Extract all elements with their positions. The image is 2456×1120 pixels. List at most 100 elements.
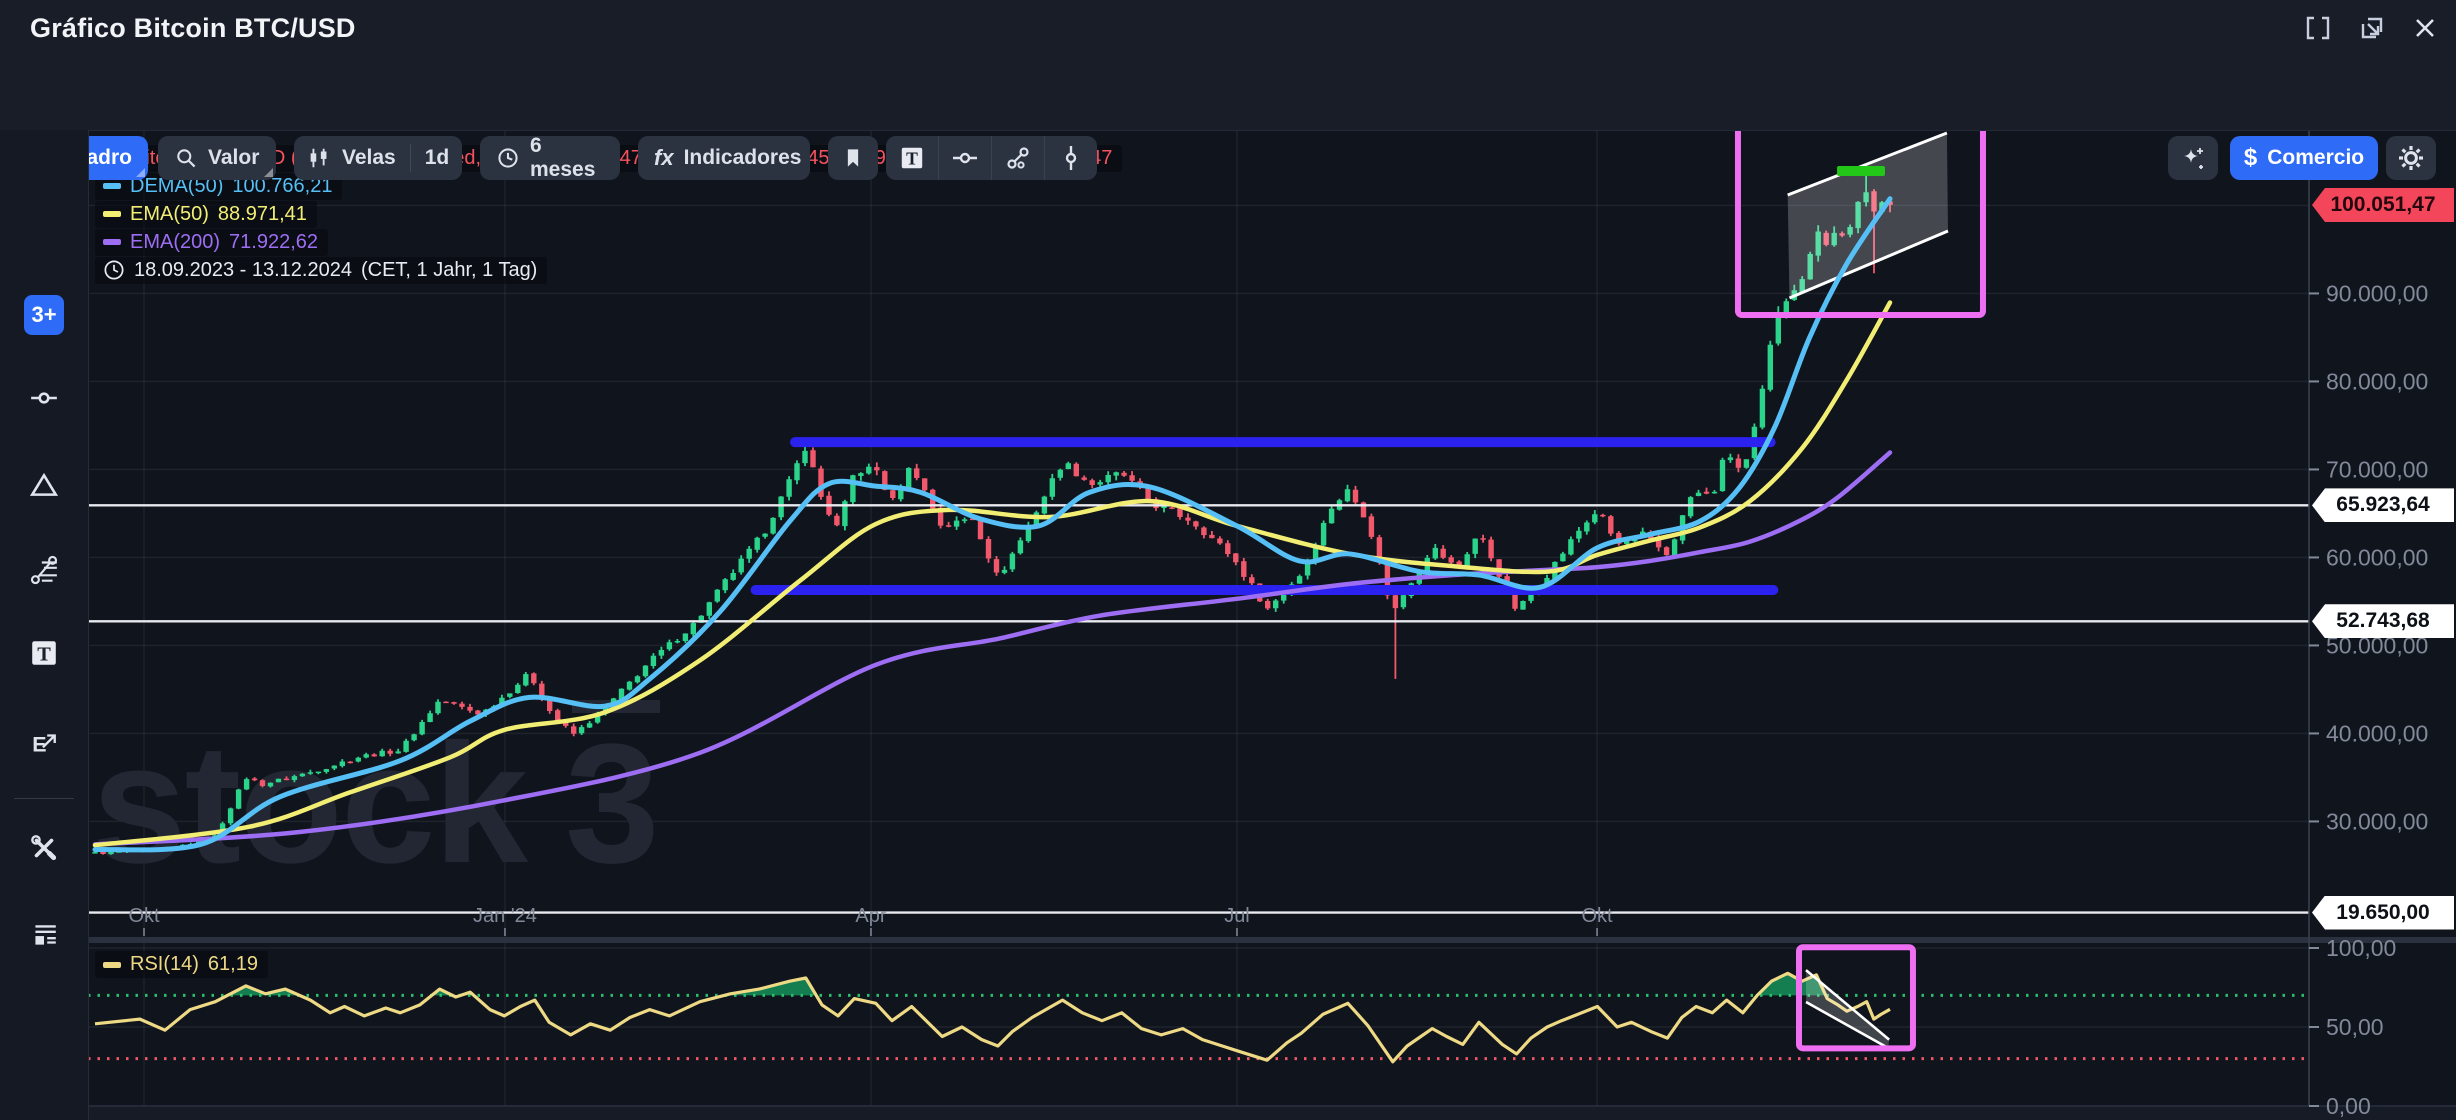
symbol-search-label: Valor (208, 146, 259, 170)
triangle-icon (29, 470, 59, 500)
svg-text:0,00: 0,00 (2326, 1093, 2371, 1119)
last-price-tag: 100.051,47 (2312, 188, 2454, 222)
chart-toolbar: cuadro Valor Velas 1d 6 meses fx Indicad… (0, 56, 2456, 131)
svg-text:100,00: 100,00 (2326, 935, 2396, 961)
candles-icon (306, 145, 332, 171)
sidebar-tools[interactable] (0, 820, 88, 876)
trade-button[interactable]: $ Comercio (2230, 136, 2378, 180)
svg-text:50,00: 50,00 (2326, 1014, 2384, 1040)
overlay-value: 71.922,62 (229, 231, 318, 254)
search-icon (174, 146, 198, 170)
trend-lines-icon (29, 555, 59, 585)
candle-type-label: Velas (342, 146, 396, 170)
window-header: Gráfico Bitcoin BTC/USD (0, 0, 2456, 56)
stock3-logo-icon: 3+ (24, 295, 64, 335)
svg-text:80.000,00: 80.000,00 (2326, 368, 2428, 394)
fullscreen-icon[interactable] (2304, 14, 2332, 42)
price-level-tag: 19.650,00 (2312, 896, 2454, 930)
clock-icon (103, 259, 125, 281)
pane-divider[interactable] (88, 937, 2456, 943)
sidebar-logo[interactable]: 3+ (0, 287, 88, 343)
rsi-legend-row[interactable]: RSI(14) 61,19 (95, 951, 268, 978)
horizontal-line-tool-button[interactable] (939, 136, 992, 180)
price-channel[interactable] (1788, 133, 1948, 298)
date-meta: (CET, 1 Jahr, 1 Tag) (361, 259, 537, 282)
rsi-label: RSI(14) (130, 953, 199, 976)
rsi-value: 61,19 (208, 953, 258, 976)
vertical-line-icon (1057, 144, 1085, 172)
page-title: Gráfico Bitcoin BTC/USD (30, 13, 356, 44)
svg-text:Okt: Okt (128, 905, 160, 927)
gear-icon (2397, 144, 2425, 172)
drawing-tools-group: T (886, 136, 1097, 180)
ema50-swatch (103, 211, 121, 217)
svg-text:60.000,00: 60.000,00 (2326, 544, 2428, 570)
sparkles-icon (2180, 145, 2206, 171)
svg-text:40.000,00: 40.000,00 (2326, 720, 2428, 746)
ema200-swatch (103, 239, 121, 245)
app-window: { "header": { "title": "Gráfico Bitcoin … (0, 0, 2456, 1120)
range-button[interactable]: 6 meses (480, 136, 620, 180)
clock-icon (496, 146, 520, 170)
indicators-label: Indicadores (684, 146, 802, 170)
sidebar-horizontal-line-tool[interactable] (0, 370, 88, 426)
elliott-wave-icon: E (29, 728, 59, 758)
overlay-label: EMA(50) (130, 203, 209, 226)
dema-swatch (103, 183, 121, 189)
text-tool-icon: T (899, 145, 925, 171)
rsi-channel[interactable] (1806, 970, 1889, 1048)
overlay-legend-row[interactable]: EMA(50) 88.971,41 (95, 201, 317, 228)
svg-text:T: T (906, 149, 918, 169)
sidebar-layout[interactable] (0, 907, 88, 963)
sidebar-divider (14, 798, 74, 799)
overlay-value: 88.971,41 (218, 203, 307, 226)
svg-text:Apr: Apr (855, 905, 886, 927)
date-range: 18.09.2023 - 13.12.2024 (134, 259, 352, 282)
interval-label[interactable]: 1d (425, 146, 450, 170)
ai-assist-button[interactable] (2168, 136, 2218, 180)
svg-text:T: T (37, 644, 51, 666)
candle-type-button[interactable]: Velas 1d (294, 136, 462, 180)
target-price-bar[interactable] (1837, 166, 1885, 176)
svg-text:3: 3 (565, 709, 660, 899)
dollar-icon: $ (2244, 144, 2257, 172)
trend-line-tool-button[interactable] (992, 136, 1045, 180)
sidebar-trend-tools[interactable] (0, 542, 88, 598)
svg-text:70.000,00: 70.000,00 (2326, 456, 2428, 482)
trade-label: Comercio (2267, 146, 2364, 170)
bottom-strip (88, 1106, 2456, 1120)
horizontal-line-icon (29, 383, 59, 413)
popout-icon[interactable] (2358, 14, 2386, 42)
settings-button[interactable] (2386, 136, 2436, 180)
svg-text:stock: stock (92, 709, 529, 899)
tools-icon (29, 833, 59, 863)
text-tool-button[interactable]: T (886, 136, 939, 180)
rsi-line (95, 973, 1890, 1062)
overlay-label: EMA(200) (130, 231, 220, 254)
bookmark-icon (841, 146, 865, 170)
symbol-search-button[interactable]: Valor (158, 136, 276, 180)
close-icon[interactable] (2412, 15, 2438, 41)
trend-line-icon (1004, 144, 1032, 172)
rsi-legend: RSI(14) 61,19 (95, 951, 268, 978)
svg-text:Jan '24: Jan '24 (473, 905, 537, 927)
indicators-button[interactable]: fx Indicadores (638, 136, 810, 180)
sidebar-text-tool[interactable]: T (0, 625, 88, 681)
time-axis[interactable]: OktJan '24AprJulOkt (128, 905, 1613, 936)
price-level-tag: 65.923,64 (2312, 488, 2454, 522)
layout-icon (29, 920, 59, 950)
svg-text:Okt: Okt (1581, 905, 1613, 927)
horizontal-line-icon (951, 144, 979, 172)
sidebar-elliott-tool[interactable]: E (0, 715, 88, 771)
vertical-line-tool-button[interactable] (1045, 136, 1097, 180)
overlay-legend-row[interactable]: EMA(200) 71.922,62 (95, 229, 328, 256)
sidebar-shapes-tool[interactable] (0, 457, 88, 513)
svg-text:30.000,00: 30.000,00 (2326, 808, 2428, 834)
drawing-sidebar: 3+ T E (0, 130, 89, 1120)
fx-icon: fx (654, 145, 674, 171)
text-tool-icon: T (29, 638, 59, 668)
date-range-row[interactable]: 18.09.2023 - 13.12.2024 (CET, 1 Jahr, 1 … (95, 257, 547, 284)
range-label: 6 meses (530, 134, 604, 182)
bookmark-button[interactable] (828, 136, 878, 180)
blue-level-lines[interactable] (756, 442, 1774, 590)
